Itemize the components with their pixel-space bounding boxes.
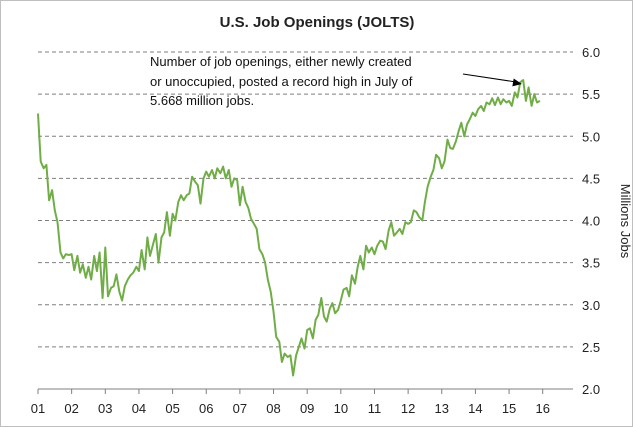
x-tick-label: 05 [165, 401, 179, 416]
x-tick-label: 10 [334, 401, 348, 416]
series-line [37, 79, 541, 377]
y-tick-label: 3.5 [582, 256, 600, 271]
x-tick-label: 04 [132, 401, 146, 416]
x-tick-label: 07 [233, 401, 247, 416]
axes: 2.0 2.5 3.0 3.5 4.0 4.5 5.0 5.5 6.0 01 02 03 04 05 06 0… [31, 45, 600, 416]
y-tick-label: 4.0 [582, 214, 600, 229]
y-tick-label: 4.5 [582, 171, 600, 186]
y-tick-label: 5.0 [582, 129, 600, 144]
annotation-line-2: or unoccupied, posted a record high in J… [150, 74, 413, 89]
x-tick-label: 11 [368, 401, 382, 416]
y-tick-label: 2.0 [582, 382, 600, 397]
annotation-arrow-head [512, 78, 522, 87]
x-tick-label: 01 [31, 401, 45, 416]
series-layer [37, 79, 541, 377]
annotation-line-3: 5.668 million jobs. [150, 93, 254, 108]
x-tick-label: 08 [266, 401, 280, 416]
x-tick-label: 12 [401, 401, 415, 416]
chart-title: U.S. Job Openings (JOLTS) [220, 14, 415, 31]
x-tick-label: 14 [468, 401, 482, 416]
y-tick-label: 5.5 [582, 87, 600, 102]
x-tick-label: 13 [435, 401, 449, 416]
y-tick-label: 3.0 [582, 298, 600, 313]
y-axis-label: Millions Jobs [618, 184, 632, 259]
y-tick-label: 2.5 [582, 340, 600, 355]
annotation: Number of job openings, either newly cre… [150, 54, 522, 108]
annotation-arrow-line [462, 73, 516, 83]
annotation-line-1: Number of job openings, either newly cre… [150, 54, 412, 69]
x-tick-label: 06 [199, 401, 213, 416]
x-tick-label: 15 [502, 401, 516, 416]
x-tick-label: 02 [64, 401, 78, 416]
x-tick-label: 16 [535, 401, 549, 416]
y-tick-label: 6.0 [582, 45, 600, 60]
x-tick-label: 09 [300, 401, 314, 416]
x-tick-label: 03 [98, 401, 112, 416]
grid-lines [38, 51, 573, 348]
